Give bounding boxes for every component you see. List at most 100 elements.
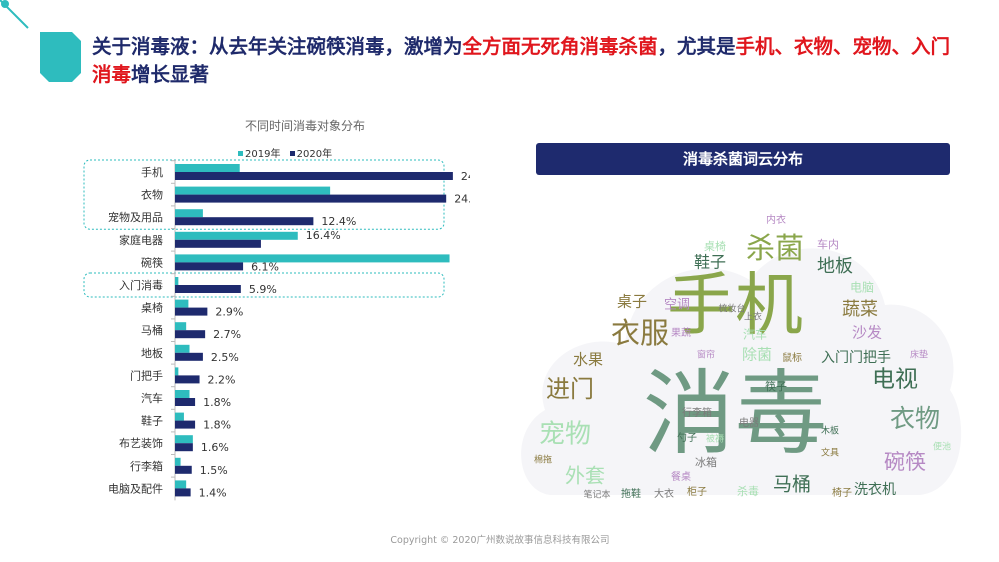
bar-2020 [175,375,200,384]
data-label: 1.8% [203,419,231,432]
bar-2020 [175,443,193,452]
word-cloud-word: 棉拖 [534,454,552,466]
bar-2019 [175,231,298,240]
word-cloud-word: 桌椅 [704,239,726,253]
data-label: 1.8% [203,396,231,409]
word-cloud-word: 马桶 [773,474,811,496]
bar-2019 [175,390,190,398]
category-label: 行李箱 [130,459,163,473]
bar-2020 [175,194,447,203]
word-cloud-word: 窗帘 [697,349,715,361]
category-label: 宠物及用品 [108,210,163,224]
category-label: 鞋子 [141,414,163,428]
title-part-0: 关于消毒液：从去年关注碗筷消毒，激增为 [92,35,463,58]
bar-2019 [175,435,193,444]
word-cloud-word: 空调 [664,298,690,313]
word-cloud-word: 鼠标 [782,351,802,364]
bar-2020 [175,398,196,406]
word-cloud-word: 手机 [667,267,803,346]
word-cloud-word: 消毒 [643,360,827,467]
word-cloud-word: 上衣 [744,311,762,323]
bar-2020 [175,488,191,497]
category-label: 手机 [141,165,163,179]
word-cloud-word: 桌子 [617,293,647,311]
word-cloud-word: 木板 [821,425,839,437]
word-cloud-title: 消毒杀菌词云分布 [536,143,950,175]
bar-2020 [175,239,261,248]
title-part-2: ，尤其是 [657,35,736,58]
word-cloud-word: 杀菌 [746,231,804,265]
word-cloud-word: 蔬菜 [842,299,878,320]
word-cloud-word: 大衣 [654,487,674,500]
word-cloud-word: 果蔬 [671,327,691,339]
word-cloud-word: 地板 [817,256,853,277]
data-label: 5.9% [249,283,277,296]
category-label: 桌椅 [141,301,163,315]
bar-2020 [175,352,203,361]
category-label: 汽车 [141,391,163,405]
word-cloud-word: 衣物 [890,404,940,433]
legend-swatch-2019 [238,151,243,156]
word-cloud-word: 外套 [565,464,605,488]
word-cloud-word: 电器 [739,416,759,429]
bar-2019 [175,299,189,308]
word-cloud-word: 入门门把手 [821,350,891,366]
bar-2020 [175,262,244,271]
category-label: 布艺装饰 [119,436,163,450]
bar-2019 [175,254,450,263]
word-cloud-word: 冰箱 [695,455,717,469]
word-cloud-word: 沙发 [852,324,882,342]
word-cloud-word: 鞋子 [694,253,726,272]
word-cloud-word: 水果 [573,351,603,369]
category-label: 家庭电器 [119,233,163,247]
bar-2019 [175,480,187,489]
corner-decoration [0,0,81,82]
category-label: 地板 [141,346,163,360]
title-part-4: 增长显著 [131,63,210,86]
word-cloud-word: 笔记本 [583,489,610,501]
data-label: 1.5% [200,464,228,477]
bar-2019 [175,457,181,466]
category-label: 马桶 [141,323,163,337]
word-cloud-word: 电脑 [850,281,874,295]
word-cloud-word: 餐桌 [671,470,691,483]
word-cloud-word: 文具 [821,447,839,459]
bar-2019 [175,412,184,421]
title-part-3: 手机、衣物、宠物、入门消毒 [92,35,951,86]
word-cloud-word: 柜子 [687,485,707,498]
bar-2020 [175,307,208,316]
bar-2019 [175,164,240,172]
word-cloud-word: 汽车 [743,327,767,342]
bar-2019 [175,277,179,285]
bar-2019 [175,209,203,218]
bar-chart-title: 不同时间消毒对象分布 [244,119,365,133]
word-cloud-word: 电视 [872,367,918,393]
cloud-shape [521,248,962,495]
word-cloud-word: 拖鞋 [621,487,641,500]
data-label: 6.1% [251,260,279,273]
legend-label-2019: 2019年 [245,149,281,160]
slide-title: 关于消毒液：从去年关注碗筷消毒，激增为全方面无死角消毒杀菌，尤其是手机、衣物、宠… [92,33,952,89]
bar-2020 [175,330,206,339]
bar-2020 [175,217,314,226]
word-cloud-word: 筷子 [765,379,787,393]
legend-swatch-2020 [289,151,295,156]
word-cloud-word: 进门 [546,375,594,403]
category-label: 衣物 [141,188,163,202]
bar-2020 [175,172,453,180]
word-cloud-word: 被褥 [706,433,724,445]
data-label: 2.7% [213,328,241,341]
word-cloud-word: 椅子 [832,486,852,499]
bar-2020 [175,420,196,429]
category-label: 电脑及配件 [108,482,163,495]
data-label: 24.9% [461,170,470,183]
category-label: 入门消毒 [119,278,163,292]
bar-chart-legend: 2019年 2020年 [238,145,332,160]
bar-chart: 手机 24.9% 衣物 24.3% 宠物及用品 12.4% 家庭电器 16.4% 碗筷 6.1% 入… [83,159,470,501]
category-label: 碗筷 [141,255,163,269]
word-cloud-word: 便池 [933,441,951,453]
word-cloud-word: 除菌 [742,346,772,364]
word-cloud-word: 梳妆台 [718,303,745,315]
word-cloud-word: 床垫 [910,349,928,361]
word-cloud-word: 洗衣机 [854,482,896,498]
